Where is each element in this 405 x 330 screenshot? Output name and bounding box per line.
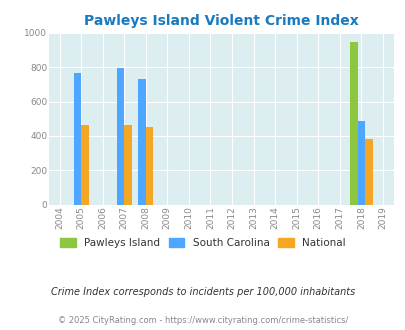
Bar [364,139,372,205]
Legend: Pawleys Island, South Carolina, National: Pawleys Island, South Carolina, National [56,234,349,252]
Bar [349,42,357,205]
Bar [73,73,81,205]
Title: Pawleys Island Violent Crime Index: Pawleys Island Violent Crime Index [84,14,358,28]
Bar [145,126,153,205]
Bar [357,120,364,205]
Bar [116,68,124,205]
Bar [81,125,88,205]
Bar [138,79,145,205]
Text: Crime Index corresponds to incidents per 100,000 inhabitants: Crime Index corresponds to incidents per… [51,287,354,297]
Bar [124,125,132,205]
Text: © 2025 CityRating.com - https://www.cityrating.com/crime-statistics/: © 2025 CityRating.com - https://www.city… [58,315,347,325]
